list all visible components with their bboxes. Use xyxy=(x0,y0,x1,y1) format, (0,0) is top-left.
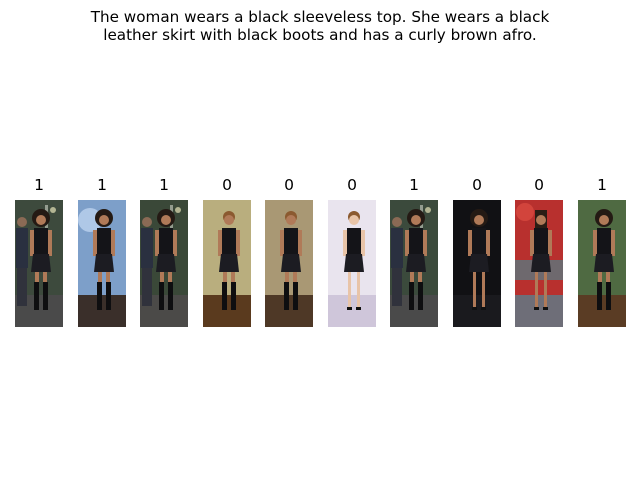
match-label: 1 xyxy=(159,176,169,194)
person-photo xyxy=(203,200,251,327)
caption: The woman wears a black sleeveless top. … xyxy=(0,8,640,44)
match-label: 1 xyxy=(597,176,607,194)
match-label: 0 xyxy=(284,176,294,194)
match-label: 0 xyxy=(534,176,544,194)
match-label: 1 xyxy=(97,176,107,194)
person-photo xyxy=(15,200,63,327)
image-cell: 0 xyxy=(265,175,313,327)
caption-line-1: The woman wears a black sleeveless top. … xyxy=(90,8,550,26)
person-photo xyxy=(578,200,626,327)
image-cell: 1 xyxy=(578,175,626,327)
image-cell: 1 xyxy=(140,175,188,327)
match-label: 1 xyxy=(409,176,419,194)
person-photo xyxy=(453,200,501,327)
image-cell: 0 xyxy=(515,175,563,327)
image-cell: 0 xyxy=(203,175,251,327)
image-cell: 1 xyxy=(390,175,438,327)
person-photo xyxy=(515,200,563,327)
image-cell: 0 xyxy=(328,175,376,327)
person-photo xyxy=(140,200,188,327)
person-photo xyxy=(328,200,376,327)
match-label: 0 xyxy=(347,176,357,194)
person-photo xyxy=(390,200,438,327)
match-label: 0 xyxy=(222,176,232,194)
match-label: 1 xyxy=(34,176,44,194)
caption-line-2: leather skirt with black boots and has a… xyxy=(103,26,537,44)
image-cell: 0 xyxy=(453,175,501,327)
image-cell: 1 xyxy=(15,175,63,327)
person-photo xyxy=(78,200,126,327)
person-photo xyxy=(265,200,313,327)
match-label: 0 xyxy=(472,176,482,194)
image-cell: 1 xyxy=(78,175,126,327)
